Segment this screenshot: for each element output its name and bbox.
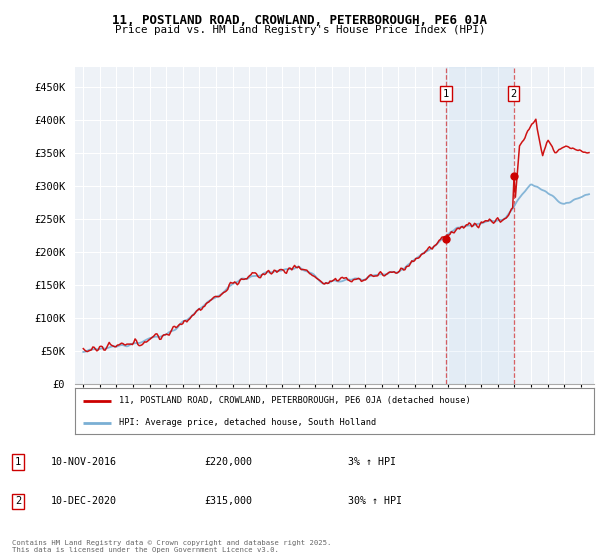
- Text: £315,000: £315,000: [204, 496, 252, 506]
- Text: 3% ↑ HPI: 3% ↑ HPI: [348, 457, 396, 467]
- Text: £220,000: £220,000: [204, 457, 252, 467]
- Bar: [446, 67, 514, 384]
- Text: 30% ↑ HPI: 30% ↑ HPI: [348, 496, 402, 506]
- Text: 1: 1: [15, 457, 21, 467]
- Text: Price paid vs. HM Land Registry's House Price Index (HPI): Price paid vs. HM Land Registry's House …: [115, 25, 485, 35]
- Text: 10-DEC-2020: 10-DEC-2020: [51, 496, 117, 506]
- Text: 1: 1: [443, 88, 449, 99]
- Text: 2: 2: [15, 496, 21, 506]
- Text: 11, POSTLAND ROAD, CROWLAND, PETERBOROUGH, PE6 0JA (detached house): 11, POSTLAND ROAD, CROWLAND, PETERBOROUG…: [119, 396, 471, 405]
- Text: HPI: Average price, detached house, South Holland: HPI: Average price, detached house, Sout…: [119, 418, 376, 427]
- Text: 11, POSTLAND ROAD, CROWLAND, PETERBOROUGH, PE6 0JA: 11, POSTLAND ROAD, CROWLAND, PETERBOROUG…: [113, 14, 487, 27]
- Text: 10-NOV-2016: 10-NOV-2016: [51, 457, 117, 467]
- Text: Contains HM Land Registry data © Crown copyright and database right 2025.
This d: Contains HM Land Registry data © Crown c…: [12, 540, 331, 553]
- Text: 2: 2: [511, 88, 517, 99]
